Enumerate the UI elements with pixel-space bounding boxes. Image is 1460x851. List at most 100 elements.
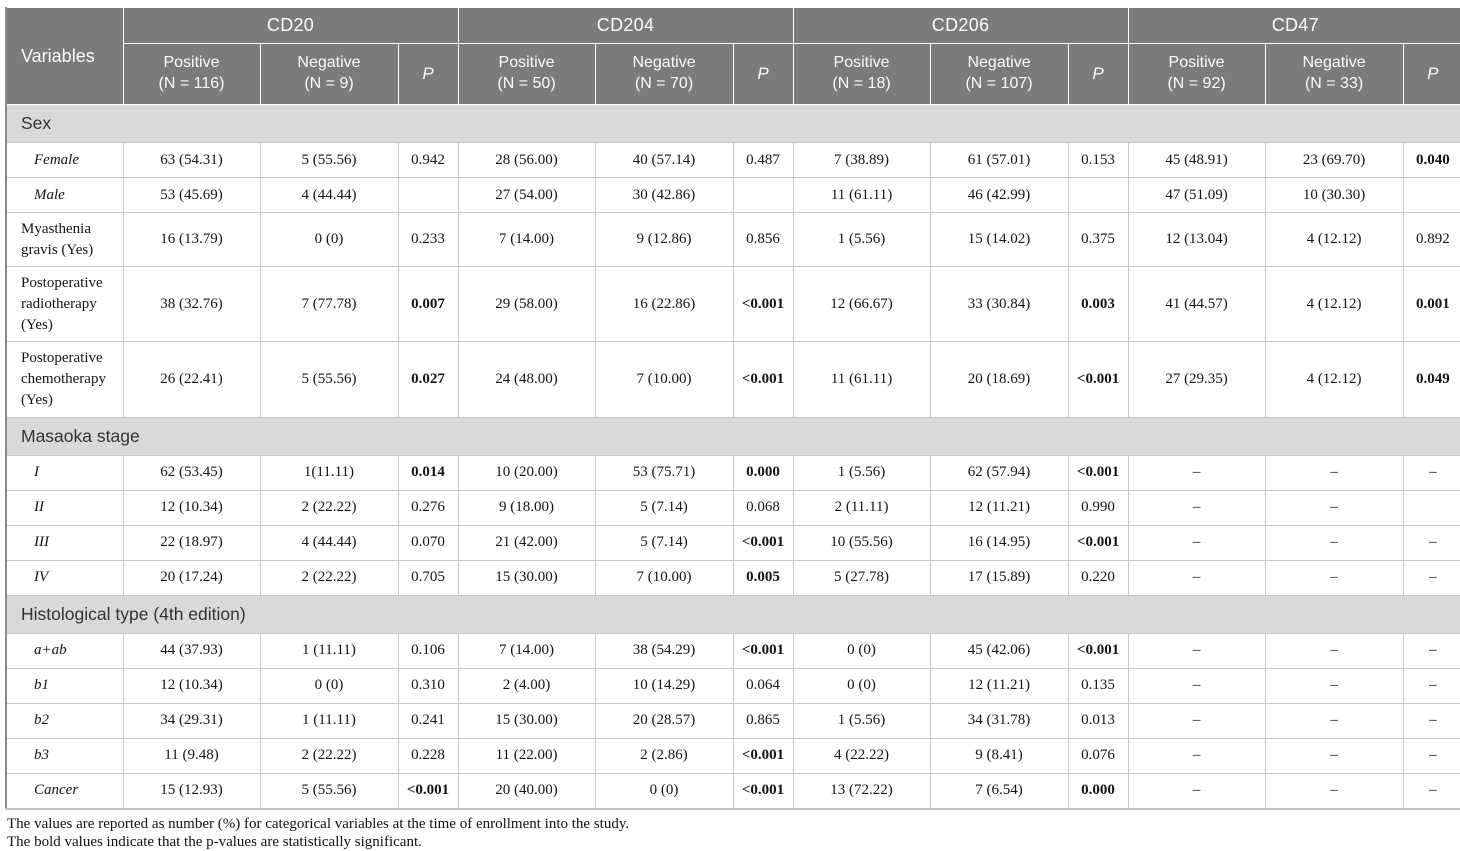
count-cell: 9 (8.41) <box>930 738 1068 773</box>
count-cell: 11 (9.48) <box>123 738 260 773</box>
p-value-cell <box>398 178 458 213</box>
count-cell: 5 (55.56) <box>260 342 398 417</box>
count-cell: 1 (5.56) <box>793 455 930 490</box>
p-value-cell: <0.001 <box>733 267 793 342</box>
count-cell: 15 (14.02) <box>930 213 1068 267</box>
subheader-cd206-negative: Negative (N = 107) <box>930 44 1068 105</box>
p-value-cell: 0.068 <box>733 490 793 525</box>
p-value-cell: 0.153 <box>1068 143 1128 178</box>
row-label: b2 <box>6 703 123 738</box>
p-value-cell: 0.076 <box>1068 738 1128 773</box>
count-cell: 4 (12.12) <box>1265 342 1403 417</box>
p-value-cell: <0.001 <box>1068 455 1128 490</box>
count-cell: 1(11.11) <box>260 455 398 490</box>
section-band-row: Sex <box>6 105 1460 143</box>
section-band-row: Masaoka stage <box>6 417 1460 455</box>
p-value-cell: 0.003 <box>1068 267 1128 342</box>
p-value-cell: – <box>1403 455 1460 490</box>
count-cell: 63 (54.31) <box>123 143 260 178</box>
count-cell: – <box>1128 703 1265 738</box>
count-cell: 0 (0) <box>595 773 733 809</box>
p-value-cell <box>733 178 793 213</box>
section-band-title: Histological type (4th edition) <box>6 595 1460 633</box>
count-cell: 0 (0) <box>260 668 398 703</box>
count-cell: 7 (77.78) <box>260 267 398 342</box>
p-value-cell: 0.220 <box>1068 560 1128 595</box>
group-header-cd20: CD20 <box>123 8 458 44</box>
subheader-cd47-p: P <box>1403 44 1460 105</box>
count-cell: 16 (13.79) <box>123 213 260 267</box>
count-cell: 1 (11.11) <box>260 703 398 738</box>
p-value-cell: 0.027 <box>398 342 458 417</box>
count-cell: 53 (45.69) <box>123 178 260 213</box>
p-value-cell: 0.000 <box>733 455 793 490</box>
count-cell: 4 (12.12) <box>1265 267 1403 342</box>
subheader-cd204-negative: Negative (N = 70) <box>595 44 733 105</box>
p-value-cell: 0.892 <box>1403 213 1460 267</box>
count-cell: 12 (11.21) <box>930 668 1068 703</box>
subheader-cd206-p: P <box>1068 44 1128 105</box>
p-value-cell: 0.001 <box>1403 267 1460 342</box>
p-value-cell: 0.070 <box>398 525 458 560</box>
subheader-cd20-negative: Negative (N = 9) <box>260 44 398 105</box>
p-value-cell: <0.001 <box>1068 342 1128 417</box>
group-header-cd206: CD206 <box>793 8 1128 44</box>
count-cell: 15 (30.00) <box>458 560 595 595</box>
count-cell: 16 (22.86) <box>595 267 733 342</box>
count-cell: 20 (18.69) <box>930 342 1068 417</box>
p-value-cell: <0.001 <box>733 633 793 668</box>
count-cell: 5 (55.56) <box>260 143 398 178</box>
count-cell: 26 (22.41) <box>123 342 260 417</box>
count-cell: 12 (11.21) <box>930 490 1068 525</box>
count-cell: 2 (11.11) <box>793 490 930 525</box>
count-cell: 15 (12.93) <box>123 773 260 809</box>
count-cell: 12 (13.04) <box>1128 213 1265 267</box>
row-label: Female <box>6 143 123 178</box>
count-cell: 4 (44.44) <box>260 178 398 213</box>
p-value-cell: 0.241 <box>398 703 458 738</box>
row-label: b3 <box>6 738 123 773</box>
p-value-cell: – <box>1403 560 1460 595</box>
section-band-row: Histological type (4th edition) <box>6 595 1460 633</box>
count-cell: 44 (37.93) <box>123 633 260 668</box>
count-cell: 15 (30.00) <box>458 703 595 738</box>
count-cell: 20 (40.00) <box>458 773 595 809</box>
count-cell: 27 (29.35) <box>1128 342 1265 417</box>
count-cell: – <box>1265 525 1403 560</box>
count-cell: 27 (54.00) <box>458 178 595 213</box>
row-label: III <box>6 525 123 560</box>
subheader-cd20-p: P <box>398 44 458 105</box>
p-value-cell: 0.228 <box>398 738 458 773</box>
row-label: II <box>6 490 123 525</box>
p-value-cell: 0.865 <box>733 703 793 738</box>
count-cell: – <box>1128 560 1265 595</box>
count-cell: 7 (10.00) <box>595 342 733 417</box>
p-value-cell <box>1068 178 1128 213</box>
p-value-cell: <0.001 <box>733 342 793 417</box>
count-cell: 11 (22.00) <box>458 738 595 773</box>
row-label: I <box>6 455 123 490</box>
p-value-cell: – <box>1403 668 1460 703</box>
row-label: Male <box>6 178 123 213</box>
row-label: IV <box>6 560 123 595</box>
count-cell: 2 (22.22) <box>260 490 398 525</box>
count-cell: 7 (14.00) <box>458 633 595 668</box>
count-cell: 0 (0) <box>793 668 930 703</box>
count-cell: 38 (54.29) <box>595 633 733 668</box>
count-cell: 5 (55.56) <box>260 773 398 809</box>
header-group-row: Variables CD20 CD204 CD206 CD47 <box>6 8 1460 44</box>
count-cell: 16 (14.95) <box>930 525 1068 560</box>
count-cell: 11 (61.11) <box>793 342 930 417</box>
count-cell: 4 (22.22) <box>793 738 930 773</box>
count-cell: – <box>1128 490 1265 525</box>
subheader-cd20-positive: Positive (N = 116) <box>123 44 260 105</box>
count-cell: – <box>1128 738 1265 773</box>
p-value-cell: 0.014 <box>398 455 458 490</box>
footnote-values-description: The values are reported as number (%) fo… <box>7 815 1456 833</box>
subheader-cd204-positive: Positive (N = 50) <box>458 44 595 105</box>
